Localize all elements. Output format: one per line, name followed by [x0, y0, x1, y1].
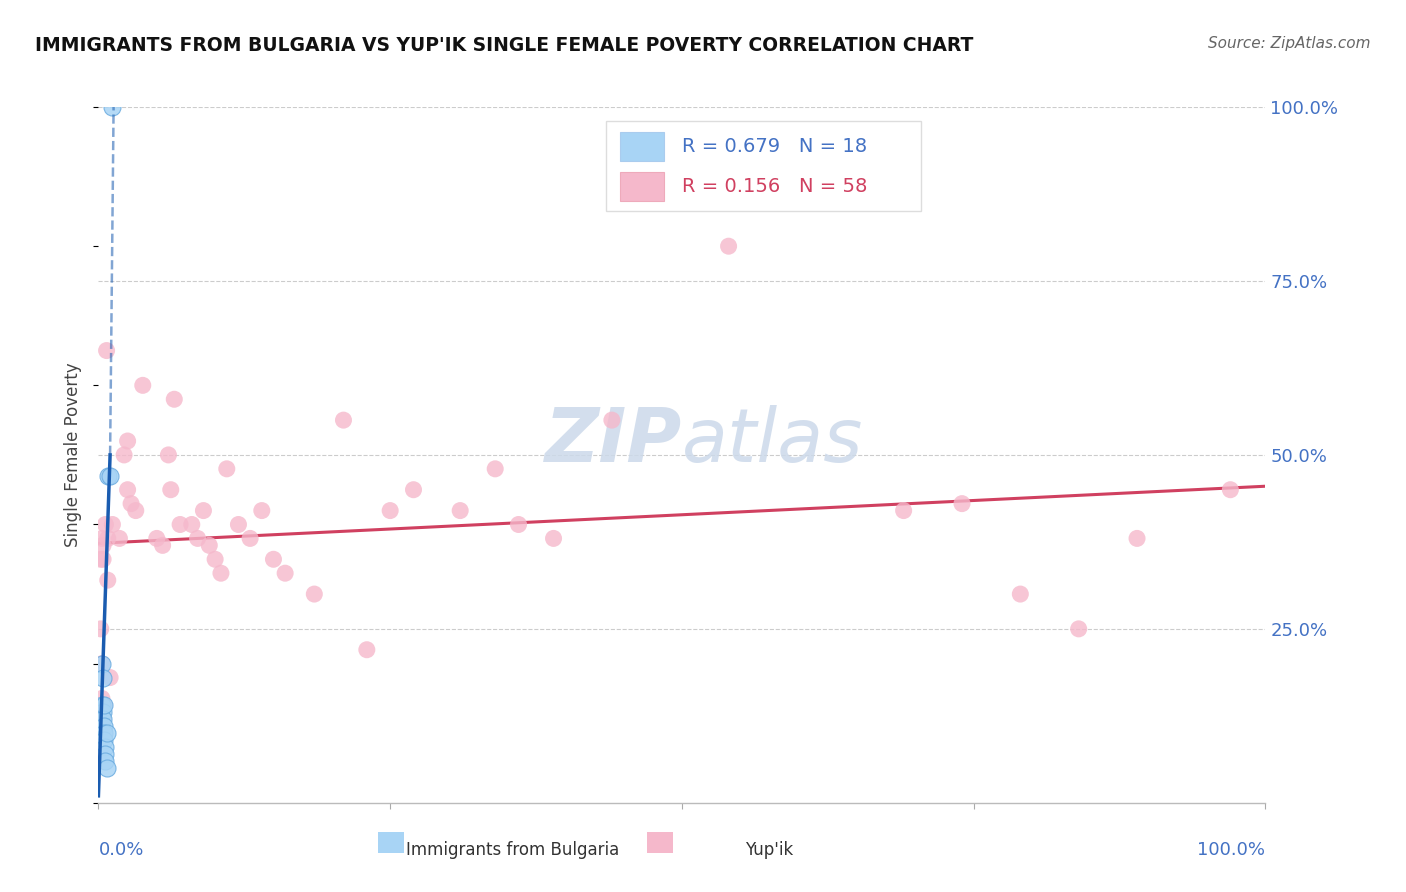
Point	[90, 698, 112, 713]
Point	[120, 497, 142, 511]
Point	[93, 698, 115, 713]
Point	[484, 462, 506, 476]
Point	[94, 740, 117, 755]
Point	[146, 532, 169, 546]
Point	[159, 483, 181, 497]
Text: ZIP: ZIP	[544, 404, 682, 477]
Point	[90, 706, 112, 720]
Point	[1219, 483, 1241, 497]
Point	[215, 462, 238, 476]
Point	[274, 566, 297, 581]
Text: Source: ZipAtlas.com: Source: ZipAtlas.com	[1208, 36, 1371, 51]
Point	[152, 538, 174, 552]
Text: R = 0.156   N = 58: R = 0.156 N = 58	[682, 177, 868, 196]
Point	[93, 726, 115, 740]
Bar	[620, 132, 665, 161]
Point	[356, 642, 378, 657]
FancyBboxPatch shape	[606, 121, 921, 211]
Point	[117, 483, 139, 497]
Point	[304, 587, 326, 601]
Point	[893, 503, 915, 517]
Point	[91, 538, 114, 552]
Point	[91, 671, 114, 685]
Point	[90, 532, 112, 546]
Point	[94, 754, 117, 768]
Bar	[620, 172, 665, 201]
Point	[402, 483, 425, 497]
Point	[97, 468, 120, 483]
Point	[157, 448, 180, 462]
Point	[91, 712, 114, 726]
Point	[209, 566, 232, 581]
Point	[91, 552, 114, 566]
Point	[96, 761, 118, 775]
Point	[96, 343, 118, 358]
Point	[97, 573, 120, 587]
Point	[543, 532, 565, 546]
Point	[332, 413, 354, 427]
Point	[90, 691, 112, 706]
Point	[950, 497, 973, 511]
Point	[94, 747, 117, 761]
Point	[94, 517, 117, 532]
Text: atlas: atlas	[682, 405, 863, 477]
Point	[239, 532, 262, 546]
Point	[91, 706, 114, 720]
Point	[1067, 622, 1090, 636]
Point	[169, 517, 191, 532]
Point	[132, 378, 155, 392]
Point	[93, 719, 115, 733]
Point	[250, 503, 273, 517]
Point	[600, 413, 623, 427]
Point	[101, 100, 124, 114]
Point	[90, 657, 112, 671]
Text: R = 0.679   N = 18: R = 0.679 N = 18	[682, 137, 868, 156]
Point	[101, 517, 124, 532]
Text: 100.0%: 100.0%	[1198, 841, 1265, 859]
Point	[97, 532, 120, 546]
Point	[125, 503, 148, 517]
Point	[90, 657, 112, 671]
Point	[93, 698, 115, 713]
Text: Immigrants from Bulgaria: Immigrants from Bulgaria	[406, 841, 619, 859]
Y-axis label: Single Female Poverty: Single Female Poverty	[65, 363, 83, 547]
Point	[508, 517, 530, 532]
Point	[717, 239, 740, 253]
Point	[187, 532, 209, 546]
Text: 0.0%: 0.0%	[98, 841, 143, 859]
Bar	[647, 832, 672, 853]
Point	[90, 622, 112, 636]
Point	[98, 468, 121, 483]
Point	[90, 552, 112, 566]
Point	[449, 503, 471, 517]
Text: IMMIGRANTS FROM BULGARIA VS YUP'IK SINGLE FEMALE POVERTY CORRELATION CHART: IMMIGRANTS FROM BULGARIA VS YUP'IK SINGL…	[35, 36, 973, 54]
Point	[1010, 587, 1032, 601]
Point	[204, 552, 226, 566]
Point	[117, 434, 139, 448]
Point	[108, 532, 131, 546]
Point	[93, 726, 115, 740]
Point	[93, 733, 115, 747]
Point	[198, 538, 221, 552]
Point	[1126, 532, 1149, 546]
Point	[112, 448, 135, 462]
Point	[228, 517, 250, 532]
Point	[98, 671, 121, 685]
Point	[91, 712, 114, 726]
Point	[380, 503, 402, 517]
Bar	[378, 832, 404, 853]
Text: Yup'ik: Yup'ik	[745, 841, 793, 859]
Point	[193, 503, 215, 517]
Point	[163, 392, 186, 407]
Point	[96, 726, 118, 740]
Point	[262, 552, 284, 566]
Point	[180, 517, 202, 532]
